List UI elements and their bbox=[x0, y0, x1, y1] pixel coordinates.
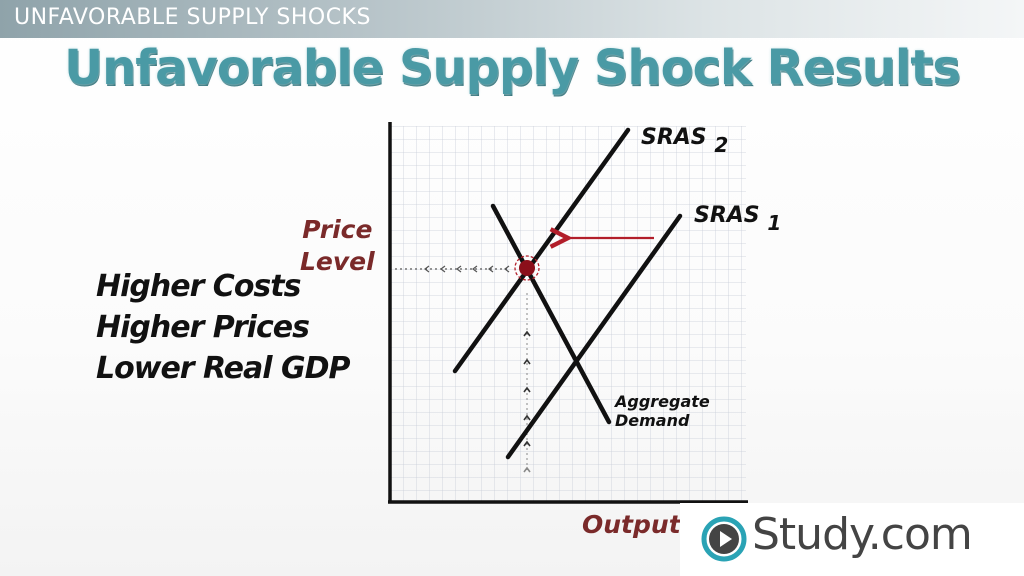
play-circle-icon bbox=[701, 516, 747, 562]
x-axis-label: Output bbox=[582, 510, 681, 539]
effect-item: Lower Real GDP bbox=[96, 351, 350, 386]
output-guide-arrows bbox=[523, 290, 531, 473]
section-title: UNFAVORABLE SUPPLY SHOCKS bbox=[14, 5, 371, 30]
brand-watermark: Study.com bbox=[680, 503, 1024, 576]
brand-name: Study.com bbox=[752, 509, 973, 560]
y-axis-label-line1: Price bbox=[302, 215, 373, 244]
graph-grid bbox=[390, 126, 746, 502]
price-guide-arrows bbox=[395, 265, 510, 273]
effect-item: Higher Prices bbox=[96, 310, 310, 345]
y-axis-label: Price Level bbox=[300, 214, 375, 278]
y-axis-label-line2: Level bbox=[300, 247, 375, 276]
equilibrium-marker bbox=[514, 255, 540, 281]
effects-list: Higher Costs Higher Prices Lower Real GD… bbox=[96, 266, 350, 389]
sras2-curve bbox=[452, 127, 631, 374]
slide-title: Unfavorable Supply Shock Results bbox=[64, 40, 961, 96]
effect-item: Higher Costs bbox=[96, 269, 302, 304]
sras2-label: SRAS 2 bbox=[641, 125, 728, 157]
sras1-label: SRAS 1 bbox=[694, 203, 781, 235]
sras1-curve bbox=[505, 213, 683, 460]
aggregate-demand-label: Aggregate Demand bbox=[613, 392, 715, 430]
aggregate-demand-curve bbox=[490, 203, 612, 425]
section-header-bar: UNFAVORABLE SUPPLY SHOCKS bbox=[0, 0, 1024, 38]
